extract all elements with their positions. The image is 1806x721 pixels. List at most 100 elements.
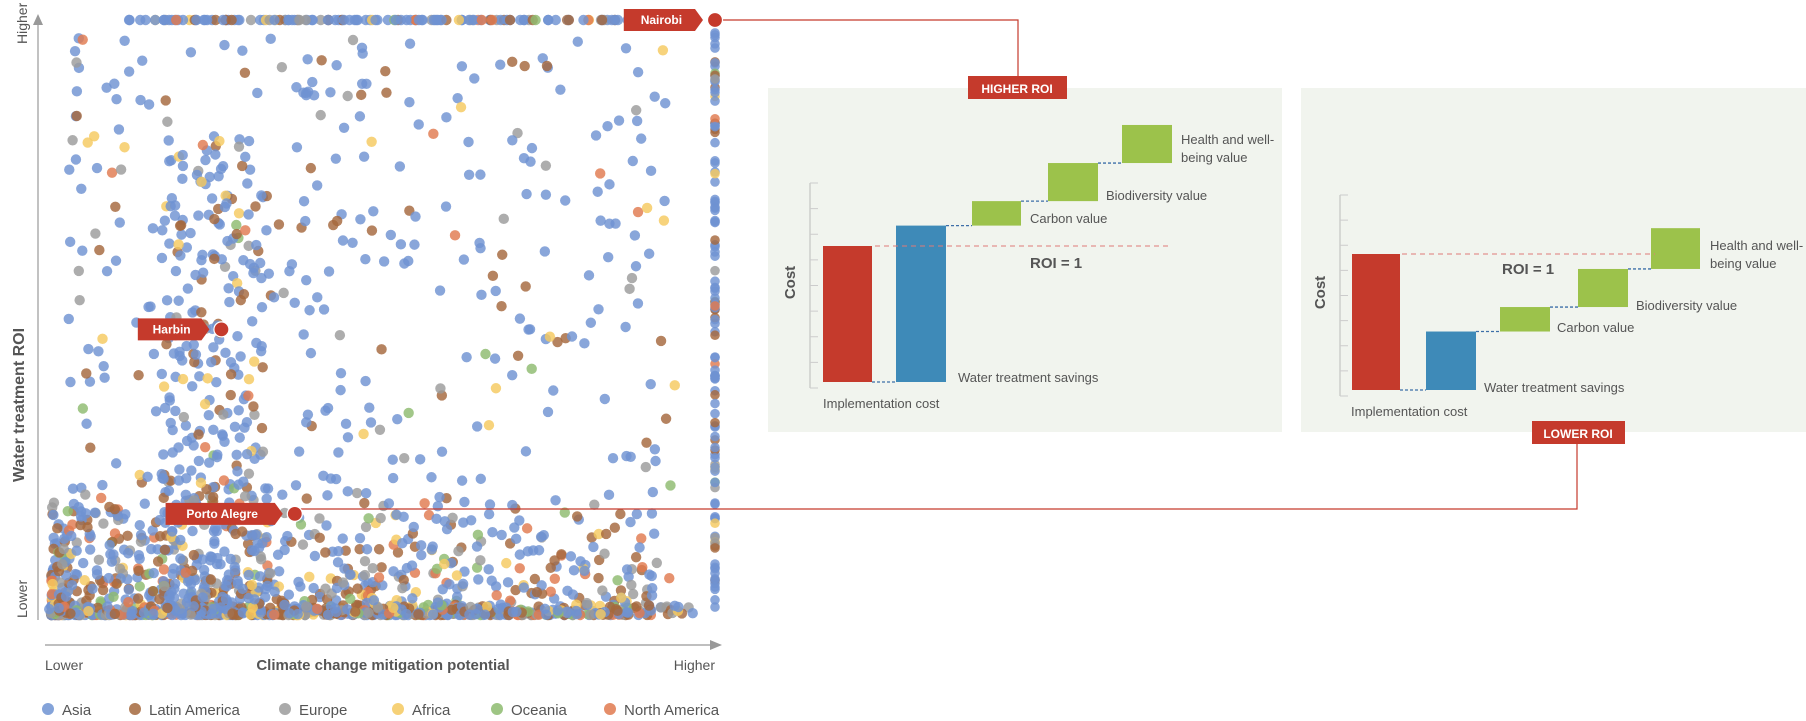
scatter-point <box>213 171 224 182</box>
scatter-point <box>209 253 220 265</box>
scatter-point <box>193 455 205 467</box>
scatter-point <box>205 574 217 585</box>
scatter-point <box>610 218 621 229</box>
scatter-point <box>71 545 82 556</box>
scatter-point <box>174 464 185 475</box>
scatter-point <box>110 458 122 469</box>
scatter-point <box>493 603 504 615</box>
scatter-point <box>380 65 391 77</box>
scatter-point <box>510 533 522 545</box>
scatter-point <box>256 190 267 201</box>
scatter-point <box>122 548 134 559</box>
scatter-point <box>545 586 557 597</box>
waterfall-bar <box>1426 331 1476 390</box>
scatter-point <box>525 156 536 167</box>
scatter-point <box>278 287 289 299</box>
scatter-point <box>354 533 366 544</box>
scatter-point <box>164 392 175 403</box>
scatter-point <box>413 119 424 130</box>
scatter-point <box>134 469 145 481</box>
scatter-point <box>123 14 135 26</box>
scatter-point <box>330 153 342 164</box>
scatter-point <box>251 239 262 251</box>
scatter-point <box>579 565 590 576</box>
scatter-point <box>245 609 256 620</box>
scatter-point <box>456 475 468 486</box>
scatter-point <box>223 283 234 294</box>
scatter-point <box>158 492 169 504</box>
scatter-point <box>238 289 250 300</box>
scatter-point <box>88 131 100 142</box>
scatter-point <box>476 14 487 26</box>
scatter-point <box>335 367 347 379</box>
scatter-point <box>67 483 79 494</box>
waterfall-bar <box>1500 307 1550 332</box>
scatter-point <box>301 417 312 428</box>
scatter-point <box>47 578 58 590</box>
scatter-point <box>110 201 121 212</box>
scatter-point <box>159 402 171 414</box>
scatter-point <box>204 171 215 183</box>
higher-roi-badge <box>968 76 1067 99</box>
scatter-point <box>616 592 627 603</box>
scatter-point <box>142 471 153 483</box>
scatter-point <box>537 53 548 64</box>
scatter-point <box>214 135 225 147</box>
scatter-point <box>596 14 608 26</box>
scatter-point <box>119 35 130 46</box>
scatter-point <box>455 102 467 113</box>
scatter-point <box>484 499 496 510</box>
scatter-point <box>256 422 268 434</box>
scatter-point <box>218 409 229 420</box>
scatter-point <box>368 595 380 606</box>
scatter-point <box>585 609 597 621</box>
scatter-point <box>60 591 72 602</box>
scatter-point <box>524 324 536 335</box>
waterfall-bar <box>1048 163 1098 202</box>
scatter-point <box>232 578 244 590</box>
scatter-point <box>170 405 181 417</box>
scatter-point <box>77 557 89 569</box>
scatter-point <box>199 398 211 410</box>
scatter-point <box>710 532 720 543</box>
scatter-point <box>249 356 260 367</box>
scatter-point <box>239 67 251 79</box>
scatter-point <box>167 526 178 537</box>
scatter-point <box>359 555 371 567</box>
scatter-point <box>669 380 680 391</box>
scatter-point <box>177 173 188 185</box>
scatter-point <box>463 136 474 148</box>
scatter-point <box>114 563 126 574</box>
scatter-point <box>357 48 368 59</box>
scatter-point <box>475 169 486 180</box>
scatter-point <box>641 437 652 448</box>
scatter-point <box>197 139 209 151</box>
scatter-point <box>612 605 623 617</box>
scatter-point <box>408 521 419 533</box>
scatter-point <box>333 447 344 458</box>
scatter-point <box>567 589 579 600</box>
scatter-point <box>483 564 494 575</box>
scatter-point <box>211 377 222 388</box>
roi-label: ROI = 1 <box>1030 255 1082 272</box>
scatter-point <box>268 292 280 303</box>
scatter-point <box>475 473 486 485</box>
scatter-point <box>365 417 377 428</box>
scatter-point <box>489 353 501 364</box>
scatter-point <box>169 578 181 590</box>
scatter-point <box>109 78 120 89</box>
scatter-point <box>641 202 653 214</box>
scatter-point <box>710 215 720 226</box>
scatter-point <box>217 161 229 172</box>
scatter-point <box>647 486 659 498</box>
scatter-point <box>269 586 280 597</box>
scatter-point <box>84 544 96 555</box>
scatter-point <box>387 472 399 484</box>
scatter-point <box>295 519 307 530</box>
scatter-point <box>571 511 583 522</box>
scatter-point <box>257 362 268 373</box>
scatter-point <box>459 496 470 508</box>
scatter-point <box>710 408 720 419</box>
scatter-point <box>593 304 604 315</box>
scatter-point <box>93 554 105 566</box>
